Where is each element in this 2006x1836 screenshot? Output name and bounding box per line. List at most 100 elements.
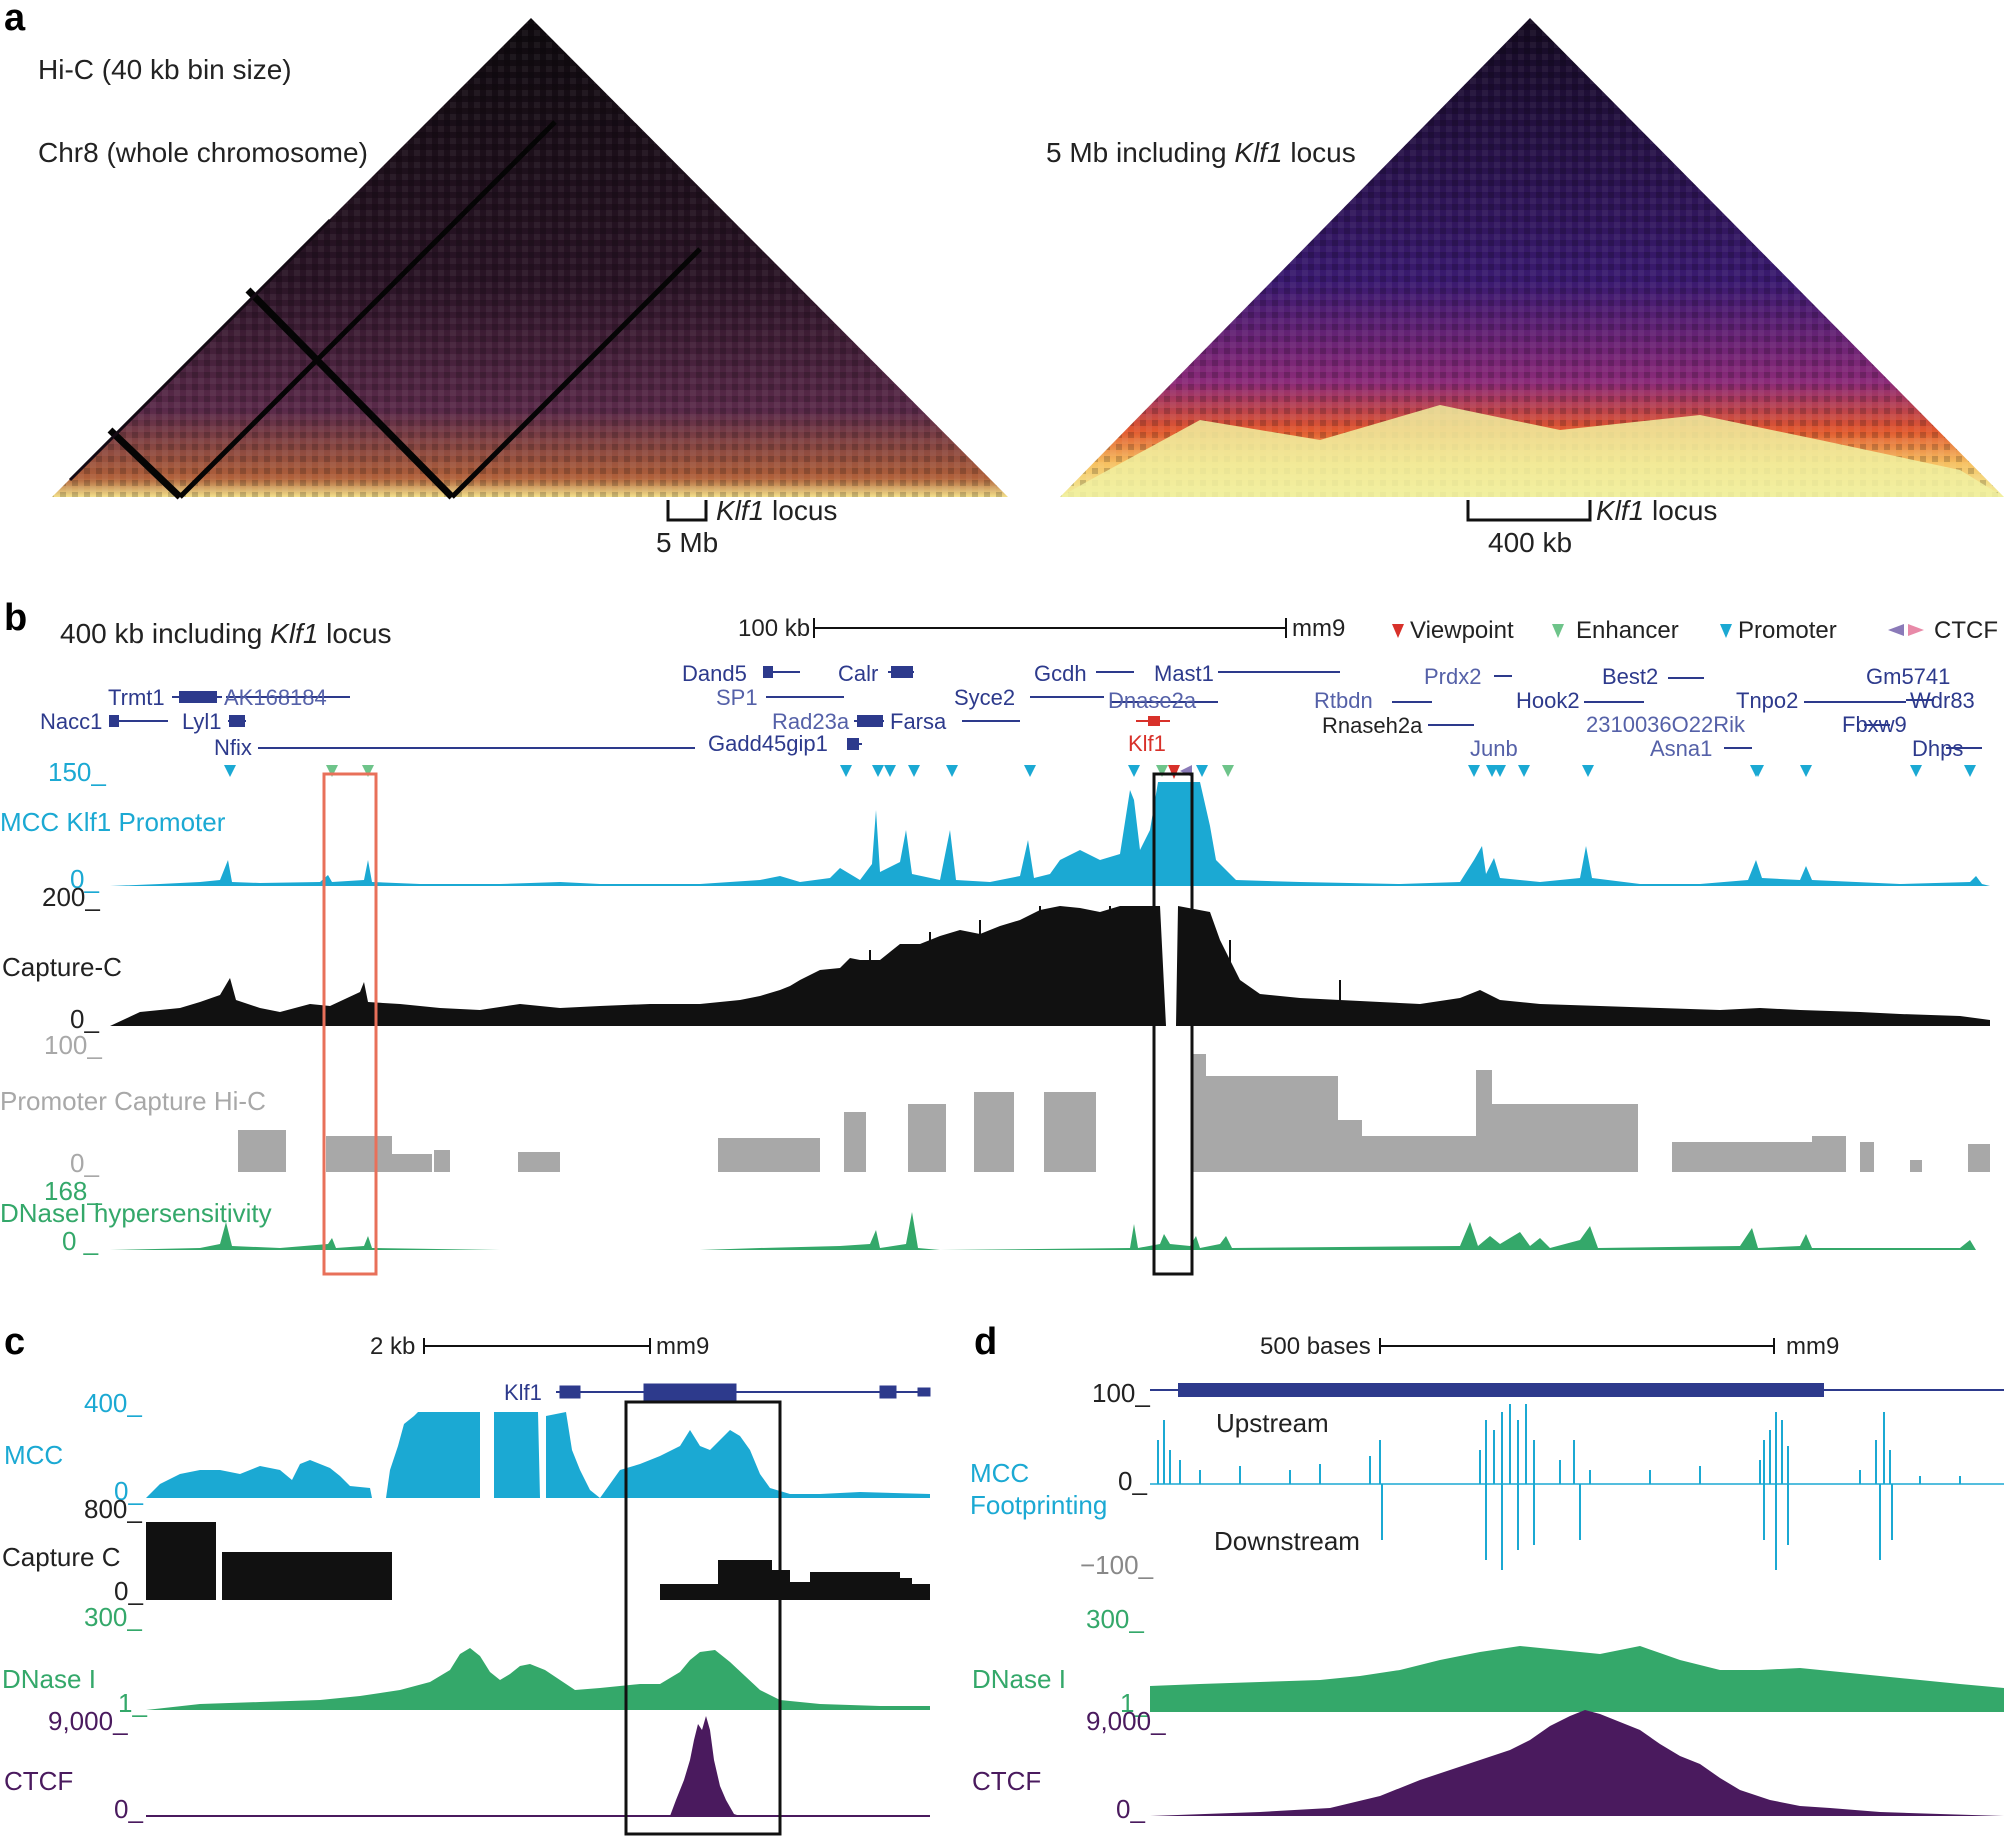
b-dnase-max: 168_ [44, 1176, 102, 1206]
gene-asna1: Asna1 [1650, 736, 1712, 761]
gene-ak168184: AK168184 [224, 685, 327, 710]
promoter-marker-icon [1720, 624, 1732, 638]
b-dnase-name: DNaseI hypersensitivity [0, 1198, 272, 1228]
right-locus-suffix: locus [1644, 495, 1717, 526]
left-locus-label: Klf1 locus [716, 495, 837, 526]
gene-tnpo2: Tnpo2 [1736, 688, 1798, 713]
svg-text:Viewpoint: Viewpoint [1410, 617, 1514, 644]
d-mcc-name-2: Footprinting [970, 1490, 1107, 1520]
d-ctcf-signal [1150, 1710, 2004, 1816]
left-scale-label: 5 Mb [656, 527, 718, 558]
gene-2310036o22rik: 2310036O22Rik [1586, 712, 1746, 737]
legend-enhancer: Enhancer [1552, 617, 1679, 644]
hic-whole-chromosome-heatmap [52, 18, 1008, 500]
gene-sp1: SP1 [716, 685, 758, 710]
gene-wdr83: Wdr83 [1910, 688, 1975, 713]
d-dnase-max: 300_ [1086, 1604, 1144, 1634]
whole-chromosome-label: Chr8 (whole chromosome) [38, 137, 368, 168]
gene-track [109, 666, 1982, 750]
b-scale-right: mm9 [1292, 615, 1345, 642]
d-dnase-signal [1150, 1646, 2004, 1712]
gene-dhps: Dhps [1912, 736, 1963, 761]
gene-rad23a: Rad23a [772, 709, 850, 734]
panel-d-label: d [974, 1321, 997, 1363]
b-mcc-signal [110, 782, 1990, 886]
c-ctcf-max: 9,000_ [48, 1706, 128, 1736]
legend-viewpoint: Viewpoint [1392, 617, 1514, 644]
b-mcc-min: 0_ [70, 864, 99, 894]
gene-rnaseh2a: Rnaseh2a [1322, 713, 1423, 738]
b-mcc-name: MCC Klf1 Promoter [0, 807, 226, 837]
right-locus-label: Klf1 locus [1596, 495, 1717, 526]
gene-farsa: Farsa [890, 709, 947, 734]
b-dnase-min: 0 _ [62, 1226, 99, 1256]
b-capture-name: Capture-C [2, 952, 122, 982]
gene-syce2: Syce2 [954, 685, 1015, 710]
d-scale-bar [1379, 1338, 1775, 1354]
gene-nfix: Nfix [214, 735, 252, 760]
d-gene-model [1150, 1383, 2004, 1397]
gene-lyl1: Lyl1 [182, 709, 222, 734]
gene-dand5: Dand5 [682, 661, 747, 686]
c-dnase-name: DNase I [2, 1664, 96, 1694]
c-scale-bar [423, 1338, 651, 1354]
viewpoint-highlight-box [1152, 772, 1194, 1276]
d-scale-right: mm9 [1786, 1333, 1839, 1360]
c-ctcf-min: 0_ [114, 1794, 143, 1824]
gene-hook2: Hook2 [1516, 688, 1580, 713]
element-markers [224, 765, 1976, 779]
legend-promoter: Promoter [1720, 617, 1837, 644]
gene-best2: Best2 [1602, 664, 1658, 689]
right-title-prefix: 5 Mb including [1046, 137, 1234, 168]
gene-calr: Calr [838, 661, 878, 686]
b-pchic-signal [238, 1054, 1990, 1172]
hic-5mb-heatmap [1060, 18, 2004, 497]
c-scale-left: 2 kb [370, 1333, 415, 1360]
c-mcc-min: 0_ [114, 1476, 143, 1506]
gene-gcdh: Gcdh [1034, 661, 1087, 686]
b-pchic-max: 100_ [44, 1030, 102, 1060]
c-capture-name: Capture C [2, 1542, 121, 1572]
b-mcc-max: 150_ [48, 757, 106, 787]
gene-gadd45gip1: Gadd45gip1 [708, 731, 828, 756]
c-dnase-max: 300_ [84, 1602, 142, 1632]
right-locus-gene: Klf1 [1596, 495, 1644, 526]
gene-junb: Junb [1470, 736, 1518, 761]
d-ctcf-max: 9,000_ [1086, 1706, 1166, 1736]
panel-b-label: b [4, 597, 27, 639]
b-pchic-name: Promoter Capture Hi-C [0, 1086, 266, 1116]
left-locus-bracket [666, 500, 708, 522]
hic-bin-size-label: Hi-C (40 kb bin size) [38, 54, 292, 85]
ctcf-right-marker-icon [1908, 624, 1924, 636]
right-scale-label: 400 kb [1488, 527, 1572, 558]
d-upstream-label: Upstream [1216, 1408, 1329, 1438]
ctcf-left-marker-icon [1888, 624, 1904, 636]
c-ctcf-name: CTCF [4, 1766, 73, 1796]
d-mcc-mid: 0_ [1118, 1466, 1147, 1496]
c-ctcf-signal [146, 1716, 930, 1817]
c-gene-klf1: Klf1 [504, 1380, 542, 1405]
gene-trmt1: Trmt1 [108, 685, 165, 710]
panel-a-label: a [4, 0, 26, 39]
d-dnase-name: DNase I [972, 1664, 1066, 1694]
b-dnase-signal [110, 1212, 1990, 1250]
right-title: 5 Mb including Klf1 locus [1046, 137, 1356, 168]
c-mcc-name: MCC [4, 1440, 63, 1470]
panel-b-title: 400 kb including Klf1 locus [60, 618, 392, 649]
gene-prdx2: Prdx2 [1424, 664, 1481, 689]
c-capture-signal [146, 1522, 930, 1600]
left-locus-suffix: locus [764, 495, 837, 526]
svg-text:Enhancer: Enhancer [1576, 617, 1679, 644]
c-gene-model [556, 1383, 931, 1401]
gene-dnase2a: Dnase2a [1108, 688, 1197, 713]
d-downstream-label: Downstream [1214, 1526, 1360, 1556]
left-locus-gene: Klf1 [716, 495, 764, 526]
right-title-suffix: locus [1283, 137, 1356, 168]
d-mcc-name-1: MCC [970, 1458, 1029, 1488]
gene-rtbdn: Rtbdn [1314, 688, 1373, 713]
c-highlight-box [624, 1400, 782, 1836]
gene-gm5741: Gm5741 [1866, 664, 1950, 689]
c-scale-right: mm9 [656, 1333, 709, 1360]
panel-b-title-prefix: 400 kb including [60, 618, 270, 649]
